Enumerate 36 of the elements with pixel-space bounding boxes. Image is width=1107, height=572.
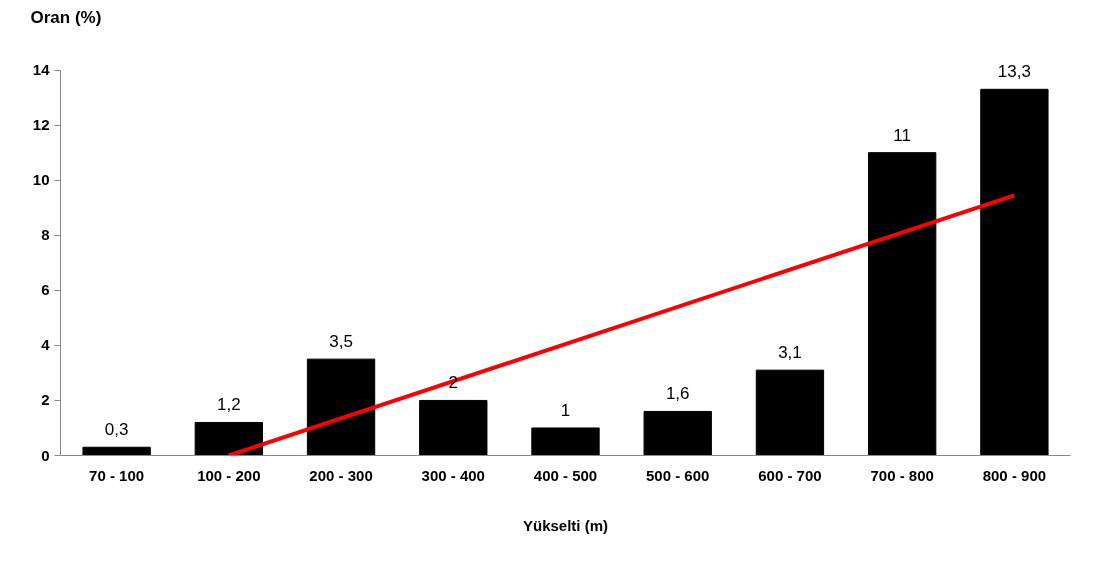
data-label: 11 bbox=[893, 125, 911, 145]
bar bbox=[419, 399, 488, 456]
data-label: 0,3 bbox=[104, 420, 129, 440]
x-tick-label: 300 - 400 bbox=[421, 466, 485, 484]
data-label: 1,6 bbox=[665, 384, 690, 404]
bar bbox=[980, 88, 1049, 456]
bar bbox=[755, 369, 825, 456]
bar bbox=[531, 427, 600, 456]
data-label: 13,3 bbox=[997, 62, 1031, 82]
data-label: 1,2 bbox=[217, 395, 241, 415]
bar bbox=[306, 358, 376, 456]
bar bbox=[194, 421, 263, 456]
x-tick-label: 70 - 100 bbox=[89, 466, 145, 484]
y-axis-title: Oran (%) bbox=[30, 7, 102, 27]
y-tick-label: 12 bbox=[32, 116, 50, 134]
y-tick-label: 10 bbox=[32, 171, 50, 189]
data-label: 3,5 bbox=[329, 332, 353, 352]
x-tick-label: 400 - 500 bbox=[533, 466, 598, 484]
data-label: 3,1 bbox=[778, 343, 802, 363]
x-tick-label: 700 - 800 bbox=[870, 466, 934, 484]
bar bbox=[82, 446, 151, 456]
y-tick-label: 0 bbox=[41, 446, 50, 464]
x-axis-title: Yükselti (m) bbox=[522, 516, 609, 534]
x-tick-label: 200 - 300 bbox=[309, 466, 373, 484]
y-tick-label: 2 bbox=[41, 391, 50, 409]
data-label: 1 bbox=[560, 400, 571, 420]
y-tick-label: 4 bbox=[41, 336, 51, 354]
bar bbox=[643, 410, 712, 456]
y-tick-label: 8 bbox=[41, 226, 50, 244]
x-tick-label: 500 - 600 bbox=[646, 466, 710, 484]
x-tick-label: 600 - 700 bbox=[758, 466, 822, 484]
bar bbox=[868, 152, 937, 456]
x-tick-label: 800 - 900 bbox=[982, 466, 1047, 484]
y-tick-label: 6 bbox=[41, 281, 50, 299]
y-tick-label: 14 bbox=[32, 61, 51, 79]
x-tick-label: 100 - 200 bbox=[197, 466, 261, 484]
